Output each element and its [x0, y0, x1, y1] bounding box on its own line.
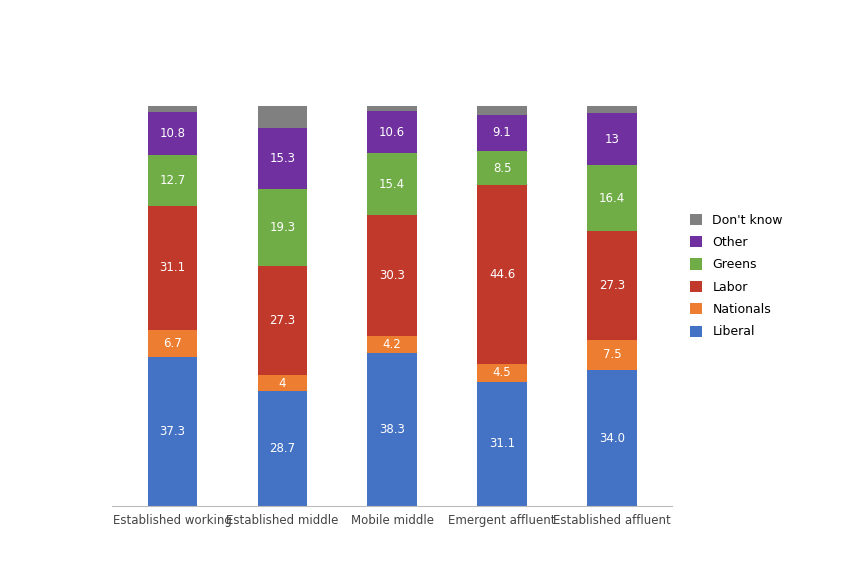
Bar — [367, 336, 417, 353]
Bar — [367, 153, 417, 215]
Text: 44.6: 44.6 — [488, 268, 515, 281]
Bar — [477, 115, 526, 151]
Bar — [477, 151, 526, 185]
Bar — [257, 266, 307, 375]
Bar — [147, 357, 197, 506]
Bar — [257, 189, 307, 266]
Text: 19.3: 19.3 — [269, 221, 295, 234]
Bar — [367, 111, 417, 153]
Bar — [477, 382, 526, 506]
Bar — [257, 375, 307, 391]
Bar — [367, 106, 417, 111]
Legend: Don't know, Other, Greens, Labor, Nationals, Liberal: Don't know, Other, Greens, Labor, Nation… — [689, 213, 782, 339]
Text: 37.3: 37.3 — [159, 425, 185, 438]
Bar — [586, 106, 636, 113]
Bar — [147, 206, 197, 330]
Text: 6.7: 6.7 — [163, 337, 182, 350]
Text: 31.1: 31.1 — [159, 261, 185, 274]
Text: 16.4: 16.4 — [598, 191, 624, 205]
Bar — [147, 106, 197, 112]
Bar — [586, 113, 636, 165]
Text: 4.5: 4.5 — [492, 366, 511, 379]
Text: 31.1: 31.1 — [488, 438, 515, 450]
Text: 28.7: 28.7 — [269, 442, 295, 455]
Bar — [147, 330, 197, 357]
Bar — [367, 353, 417, 506]
Text: 15.4: 15.4 — [379, 178, 405, 190]
Text: 27.3: 27.3 — [269, 314, 295, 327]
Text: 12.7: 12.7 — [159, 174, 185, 187]
Text: 15.3: 15.3 — [269, 152, 295, 164]
Bar — [477, 185, 526, 363]
Text: 13: 13 — [604, 133, 619, 145]
Bar — [477, 363, 526, 382]
Bar — [586, 165, 636, 231]
Bar — [147, 155, 197, 206]
Text: 7.5: 7.5 — [602, 348, 621, 362]
Bar — [367, 215, 417, 336]
Bar — [257, 128, 307, 189]
Bar — [586, 231, 636, 340]
Text: 27.3: 27.3 — [598, 279, 624, 292]
Bar — [147, 112, 197, 155]
Bar — [586, 340, 636, 370]
Text: 10.8: 10.8 — [159, 126, 185, 140]
Text: 8.5: 8.5 — [492, 162, 511, 175]
Text: 4.2: 4.2 — [382, 338, 401, 351]
Bar — [257, 391, 307, 506]
Text: 30.3: 30.3 — [379, 269, 405, 282]
Bar — [586, 370, 636, 506]
Bar — [477, 106, 526, 115]
Text: 9.1: 9.1 — [492, 126, 511, 140]
Text: 10.6: 10.6 — [379, 125, 405, 139]
Text: 34.0: 34.0 — [598, 431, 624, 444]
Text: 4: 4 — [278, 377, 286, 390]
Text: 38.3: 38.3 — [379, 423, 405, 436]
Bar — [257, 106, 307, 128]
